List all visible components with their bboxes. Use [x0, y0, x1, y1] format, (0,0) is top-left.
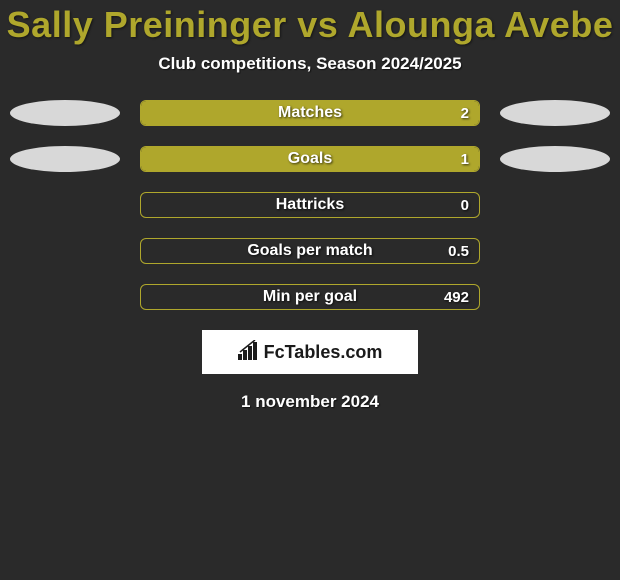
stats-bars: Matches2Goals1Hattricks0Goals per match0… [0, 100, 620, 310]
stat-value: 1 [461, 147, 469, 171]
stat-value: 0 [461, 193, 469, 217]
stat-bar: Goals per match0.5 [140, 238, 480, 264]
stat-row: Goals1 [0, 146, 620, 172]
chart-icon [238, 340, 260, 365]
subtitle: Club competitions, Season 2024/2025 [0, 54, 620, 74]
comparison-widget: Sally Preininger vs Alounga Avebe Club c… [0, 0, 620, 412]
stat-row: Hattricks0 [0, 192, 620, 218]
logo-text: FcTables.com [264, 342, 383, 363]
stat-value: 0.5 [448, 239, 469, 263]
date-text: 1 november 2024 [0, 392, 620, 412]
stat-row: Goals per match0.5 [0, 238, 620, 264]
stat-label: Goals [141, 147, 479, 171]
player-left-marker [10, 100, 120, 126]
stat-row: Min per goal492 [0, 284, 620, 310]
stat-label: Hattricks [141, 193, 479, 217]
stat-value: 492 [444, 285, 469, 309]
stat-value: 2 [461, 101, 469, 125]
stat-label: Goals per match [141, 239, 479, 263]
stat-label: Matches [141, 101, 479, 125]
stat-bar: Goals1 [140, 146, 480, 172]
player-left-marker [10, 146, 120, 172]
player-right-marker [500, 100, 610, 126]
stat-bar: Hattricks0 [140, 192, 480, 218]
player-right-marker [500, 146, 610, 172]
stat-bar: Matches2 [140, 100, 480, 126]
page-title: Sally Preininger vs Alounga Avebe [0, 4, 620, 46]
stat-row: Matches2 [0, 100, 620, 126]
stat-bar: Min per goal492 [140, 284, 480, 310]
stat-label: Min per goal [141, 285, 479, 309]
logo-box[interactable]: FcTables.com [202, 330, 418, 374]
